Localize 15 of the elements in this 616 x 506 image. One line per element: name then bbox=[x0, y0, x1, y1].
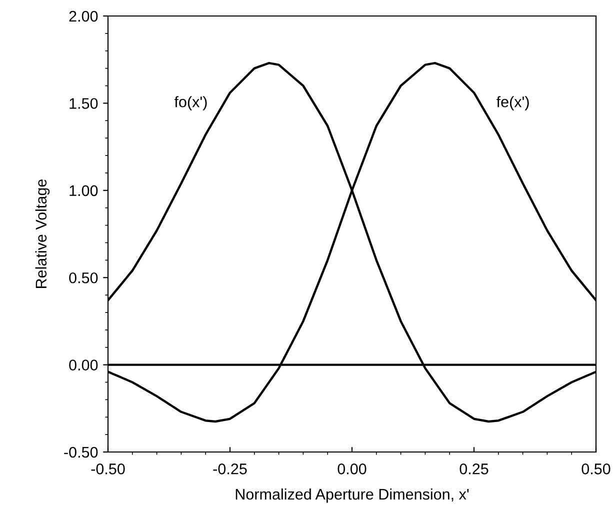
y-tick-label: 1.50 bbox=[70, 98, 98, 109]
y-tick-label: 1.00 bbox=[70, 185, 98, 196]
y-tick-label: 0.50 bbox=[69, 272, 98, 284]
series-label: fo(x') bbox=[174, 96, 207, 110]
x-tick-label: -0.25 bbox=[213, 464, 247, 474]
x-tick-label: 0.00 bbox=[338, 464, 366, 474]
y-tick-label: 0.00 bbox=[69, 360, 98, 370]
y-tick-label: 2.00 bbox=[69, 10, 98, 22]
x-tick-label: -0.50 bbox=[91, 464, 125, 474]
x-axis-title: Normalized Aperture Dimension, x' bbox=[236, 488, 469, 503]
y-axis-title: Relative Voltage bbox=[35, 179, 50, 288]
x-tick-label: 0.25 bbox=[460, 464, 488, 474]
series-label: fe(x') bbox=[496, 96, 529, 110]
x-tick-label: 0.50 bbox=[582, 464, 610, 474]
y-tick-label: -0.50 bbox=[64, 446, 98, 458]
